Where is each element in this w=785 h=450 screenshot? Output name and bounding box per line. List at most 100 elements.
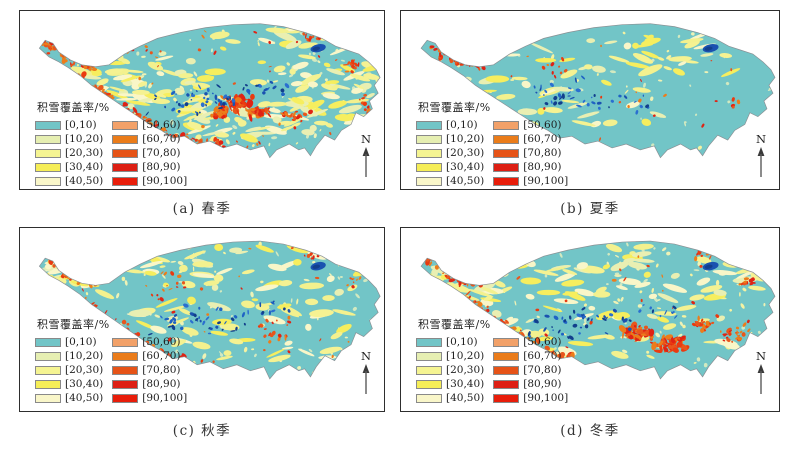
legend-item-label: [80,90): [142, 377, 181, 390]
legend-col-right: [50,60) [60,70) [70,80) [80,90) [90,100]: [493, 118, 568, 188]
legend-item-label: [0,10): [65, 118, 97, 131]
panel-caption: (a) 春季: [172, 201, 232, 217]
legend-title: 积雪覆盖率/%: [37, 318, 110, 331]
legend-title: 积雪覆盖率/%: [418, 101, 491, 114]
legend-item-label: [30,40): [446, 377, 485, 390]
legend-item: [70,80): [493, 146, 568, 160]
legend-item: [0,10): [416, 335, 484, 349]
legend-item: [50,60): [493, 335, 568, 349]
legend-item: [90,100]: [112, 174, 187, 188]
legend: 积雪覆盖率/% [0,10) [10,20) [20,30) [30,40) [40,5…: [35, 316, 187, 405]
legend-item-label: [0,10): [65, 335, 97, 348]
legend-item: [40,50): [416, 391, 484, 405]
panel-a-spring: 积雪覆盖率/% [0,10) [10,20) [20,30) [30,40) [40,5…: [19, 10, 385, 217]
legend-swatch: [416, 337, 442, 347]
legend-swatch: [112, 365, 139, 375]
legend-item-label: [70,80): [142, 363, 181, 376]
legend-col-left: [0,10) [10,20) [20,30) [30,40) [40,50): [35, 118, 103, 188]
legend-item: [30,40): [35, 160, 103, 174]
legend-item-label: [20,30): [446, 363, 485, 376]
legend-item: [30,40): [416, 160, 484, 174]
legend-item: [10,20): [416, 132, 484, 146]
legend-item-label: [10,20): [65, 132, 104, 145]
legend-item-label: [40,50): [446, 174, 485, 187]
legend-item-label: [30,40): [65, 160, 104, 173]
legend-item-label: [0,10): [446, 335, 478, 348]
north-indicator: N: [360, 132, 371, 177]
legend-item-label: [30,40): [446, 160, 485, 173]
legend-swatch: [35, 148, 61, 158]
legend-columns: [0,10) [10,20) [20,30) [30,40) [40,50) [50,6…: [416, 335, 568, 405]
legend-columns: [0,10) [10,20) [20,30) [30,40) [40,50) [50,6…: [35, 118, 187, 188]
panel-caption: (c) 秋季: [172, 423, 232, 439]
legend-swatch: [112, 162, 139, 172]
legend-item: [30,40): [35, 377, 103, 391]
north-arrow-icon: [757, 363, 765, 394]
legend-item: [80,90): [493, 160, 568, 174]
legend-item-label: [90,100]: [523, 391, 569, 404]
legend-item: [50,60): [112, 118, 187, 132]
map-frame: 积雪覆盖率/% [0,10) [10,20) [20,30) [30,40) [40,5…: [19, 10, 385, 190]
legend-swatch: [112, 351, 139, 361]
legend-item: [70,80): [112, 363, 187, 377]
legend-item-label: [70,80): [142, 146, 181, 159]
legend-item-label: [70,80): [523, 363, 562, 376]
legend-item: [90,100]: [493, 174, 568, 188]
legend-col-left: [0,10) [10,20) [20,30) [30,40) [40,50): [416, 118, 484, 188]
legend-item: [60,70): [112, 349, 187, 363]
north-label: N: [755, 132, 766, 146]
legend-swatch: [416, 176, 442, 186]
legend-item-label: [10,20): [446, 132, 485, 145]
legend-item: [80,90): [112, 377, 187, 391]
legend-swatch: [35, 393, 61, 403]
legend-item: [80,90): [112, 160, 187, 174]
panel-caption: (b) 夏季: [560, 201, 620, 217]
snow-cover-map: [38, 240, 381, 380]
north-label: N: [360, 349, 371, 363]
legend-item: [60,70): [493, 349, 568, 363]
legend-item: [60,70): [112, 132, 187, 146]
legend-item-label: [90,100]: [142, 391, 188, 404]
legend-item-label: [50,60): [523, 118, 562, 131]
legend-swatch: [493, 365, 520, 375]
legend-item-label: [20,30): [446, 146, 485, 159]
legend-item-label: [60,70): [142, 349, 181, 362]
legend-item-label: [90,100]: [523, 174, 569, 187]
legend-item-label: [50,60): [142, 118, 181, 131]
legend: 积雪覆盖率/% [0,10) [10,20) [20,30) [30,40) [40,5…: [416, 99, 568, 188]
legend-item-label: [40,50): [65, 391, 104, 404]
legend-swatch: [493, 120, 520, 130]
legend-item: [40,50): [35, 391, 103, 405]
legend-item-label: [40,50): [446, 391, 485, 404]
map-frame: 积雪覆盖率/% [0,10) [10,20) [20,30) [30,40) [40,5…: [400, 227, 780, 412]
legend: 积雪覆盖率/% [0,10) [10,20) [20,30) [30,40) [40,5…: [35, 99, 187, 188]
legend-item-label: [80,90): [523, 160, 562, 173]
legend-item: [70,80): [493, 363, 568, 377]
legend-swatch: [416, 365, 442, 375]
legend-swatch: [493, 162, 520, 172]
legend-item: [0,10): [416, 118, 484, 132]
legend-item: [20,30): [35, 146, 103, 160]
legend-swatch: [416, 162, 442, 172]
legend-swatch: [35, 120, 61, 130]
legend-swatch: [35, 379, 61, 389]
legend-swatch: [112, 393, 139, 403]
legend-swatch: [493, 134, 520, 144]
north-arrow-icon: [362, 363, 370, 394]
legend-item: [20,30): [35, 363, 103, 377]
legend-item: [60,70): [493, 132, 568, 146]
legend-item: [50,60): [112, 335, 187, 349]
legend-item-label: [90,100]: [142, 174, 188, 187]
legend-col-right: [50,60) [60,70) [70,80) [80,90) [90,100]: [493, 335, 568, 405]
north-label: N: [360, 132, 371, 146]
legend-item-label: [0,10): [446, 118, 478, 131]
legend-item-label: [20,30): [65, 363, 104, 376]
legend-item-label: [10,20): [446, 349, 485, 362]
legend-item: [0,10): [35, 118, 103, 132]
legend-swatch: [35, 162, 61, 172]
legend-col-right: [50,60) [60,70) [70,80) [80,90) [90,100]: [112, 118, 187, 188]
legend-swatch: [416, 393, 442, 403]
legend-item-label: [60,70): [523, 349, 562, 362]
legend-item-label: [20,30): [65, 146, 104, 159]
legend-title: 积雪覆盖率/%: [418, 318, 491, 331]
